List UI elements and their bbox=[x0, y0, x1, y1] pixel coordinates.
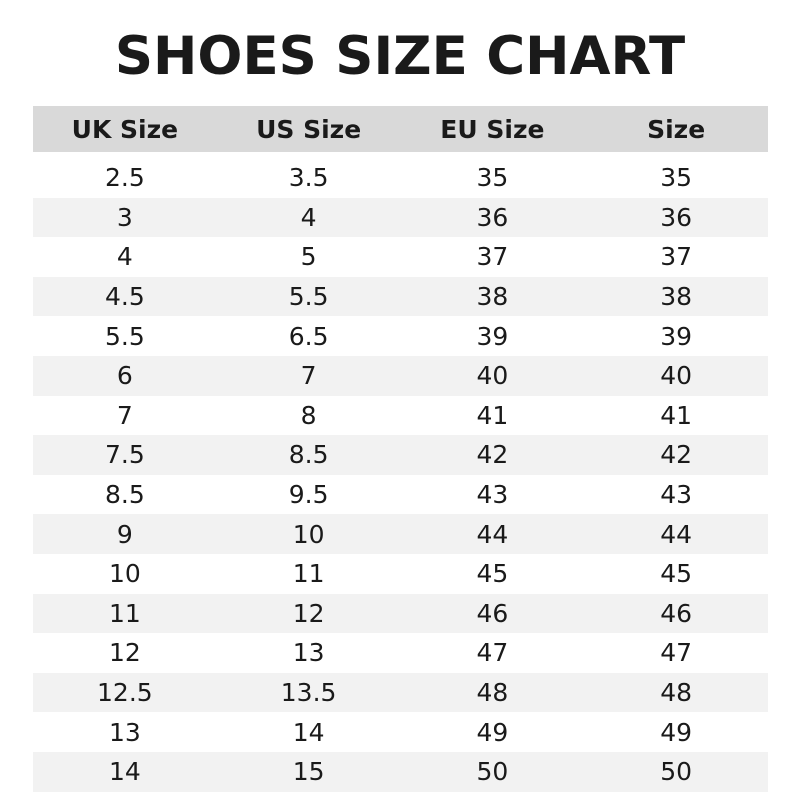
table-cell: 14 bbox=[108, 757, 141, 787]
table-cell: 4.5 bbox=[104, 282, 145, 312]
table-cell: 41 bbox=[660, 400, 693, 430]
table-cell: 38 bbox=[476, 282, 509, 312]
column-header: Size bbox=[647, 114, 706, 144]
table-cell: 36 bbox=[476, 202, 509, 232]
table-row: 13 14 49 49 bbox=[33, 712, 768, 752]
table-cell: 10 bbox=[292, 519, 325, 549]
size-table: UK Size US Size EU Size Size 2.5 3.5 35 35 3… bbox=[33, 106, 768, 792]
table-cell: 7 bbox=[300, 361, 317, 391]
table-cell: 9.5 bbox=[288, 480, 329, 510]
page-title: SHOES SIZE CHART bbox=[114, 26, 686, 87]
table-cell: 13 bbox=[108, 717, 141, 747]
table-cell: 2.5 bbox=[104, 163, 145, 193]
table-cell: 38 bbox=[660, 282, 693, 312]
table-row: 3 4 36 36 bbox=[33, 197, 768, 238]
table-row: 4.5 5.5 38 38 bbox=[33, 276, 768, 317]
table-cell: 10 bbox=[108, 559, 141, 589]
table-cell: 12 bbox=[108, 638, 141, 668]
table-row: 7 8 41 41 bbox=[33, 395, 768, 436]
table-cell: 7 bbox=[116, 400, 133, 430]
table-cell: 4 bbox=[300, 202, 317, 232]
table-cell: 48 bbox=[660, 678, 693, 708]
table-cell: 44 bbox=[660, 519, 693, 549]
table-cell: 47 bbox=[476, 638, 509, 668]
table-cell: 8 bbox=[300, 400, 317, 430]
table-cell: 43 bbox=[660, 480, 693, 510]
table-cell: 39 bbox=[660, 321, 693, 351]
table-row: 12.5 13.5 48 48 bbox=[33, 672, 768, 713]
table-row: 11 12 46 46 bbox=[33, 593, 768, 634]
table-cell: 48 bbox=[476, 678, 509, 708]
table-cell: 35 bbox=[660, 163, 693, 193]
table-cell: 14 bbox=[292, 717, 325, 747]
table-row: 10 11 45 45 bbox=[33, 553, 768, 594]
table-cell: 5.5 bbox=[104, 321, 145, 351]
table-row: 6 7 40 40 bbox=[33, 355, 768, 396]
table-cell: 46 bbox=[660, 598, 693, 628]
table-row: 7.5 8.5 42 42 bbox=[33, 435, 768, 475]
table-header: UK Size US Size EU Size Size bbox=[33, 106, 768, 152]
table-row: 9 10 44 44 bbox=[33, 514, 768, 554]
table-cell: 11 bbox=[108, 598, 141, 628]
table-cell: 13 bbox=[292, 638, 325, 668]
table-row: 5.5 6.5 39 39 bbox=[33, 316, 768, 356]
table-row: 2.5 3.5 35 35 bbox=[33, 158, 768, 198]
table-cell: 37 bbox=[660, 242, 693, 272]
table-cell: 42 bbox=[476, 440, 509, 470]
table-cell: 45 bbox=[476, 559, 509, 589]
table-cell: 8.5 bbox=[104, 480, 145, 510]
table-cell: 36 bbox=[660, 202, 693, 232]
table-cell: 49 bbox=[660, 717, 693, 747]
table-cell: 45 bbox=[660, 559, 693, 589]
table-cell: 5.5 bbox=[288, 282, 329, 312]
column-header: US Size bbox=[256, 114, 362, 144]
table-cell: 5 bbox=[300, 242, 317, 272]
table-cell: 43 bbox=[476, 480, 509, 510]
table-cell: 39 bbox=[476, 321, 509, 351]
table-cell: 50 bbox=[660, 757, 693, 787]
table-cell: 13.5 bbox=[280, 678, 337, 708]
table-cell: 7.5 bbox=[104, 440, 145, 470]
table-cell: 44 bbox=[476, 519, 509, 549]
table-cell: 37 bbox=[476, 242, 509, 272]
table-cell: 8.5 bbox=[288, 440, 329, 470]
table-body: 2.5 3.5 35 35 3 4 36 36 4 5 37 37 4.5 5.5 38 38 5.5 6.5 39… bbox=[33, 158, 768, 792]
table-cell: 50 bbox=[476, 757, 509, 787]
table-cell: 35 bbox=[476, 163, 509, 193]
column-header: UK Size bbox=[71, 114, 179, 144]
table-cell: 40 bbox=[476, 361, 509, 391]
table-cell: 12.5 bbox=[97, 678, 153, 708]
table-row: 8.5 9.5 43 43 bbox=[33, 474, 768, 515]
column-header: EU Size bbox=[440, 114, 545, 144]
table-cell: 42 bbox=[660, 440, 693, 470]
table-cell: 11 bbox=[292, 559, 325, 589]
table-cell: 12 bbox=[292, 598, 325, 628]
table-row: 12 13 47 47 bbox=[33, 633, 768, 673]
table-cell: 4 bbox=[116, 242, 133, 272]
table-cell: 47 bbox=[660, 638, 693, 668]
table-cell: 3 bbox=[116, 202, 133, 232]
table-cell: 3.5 bbox=[288, 163, 329, 193]
table-cell: 49 bbox=[476, 717, 509, 747]
table-row: 14 15 50 50 bbox=[33, 751, 768, 792]
table-cell: 9 bbox=[116, 519, 133, 549]
table-row: 4 5 37 37 bbox=[33, 237, 768, 277]
table-cell: 40 bbox=[660, 361, 693, 391]
table-cell: 6 bbox=[116, 361, 133, 391]
table-cell: 46 bbox=[476, 598, 509, 628]
table-cell: 15 bbox=[292, 757, 325, 787]
table-cell: 6.5 bbox=[288, 321, 329, 351]
table-cell: 41 bbox=[476, 400, 509, 430]
